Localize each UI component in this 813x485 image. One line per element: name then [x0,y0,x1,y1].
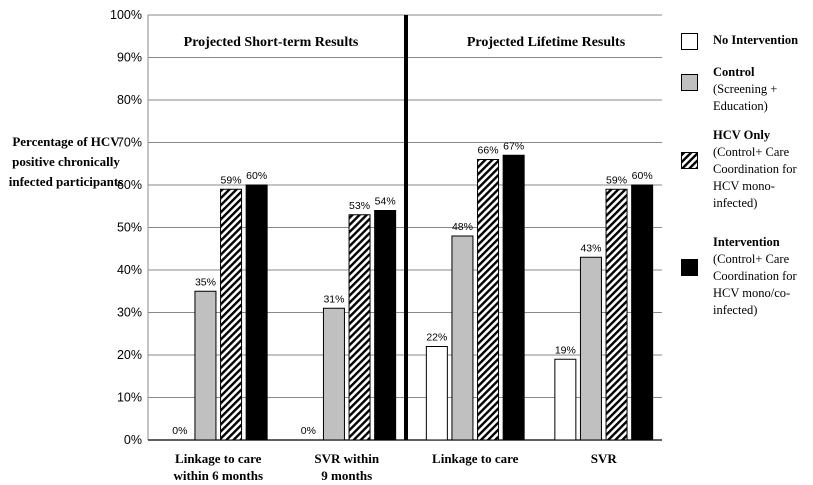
category-label: 9 months [321,468,372,483]
bars [194,154,654,441]
panel-title: Projected Lifetime Results [467,35,626,50]
y-tick-label: 30% [117,306,142,320]
legend-desc-intervention: (Control+ Care Coordination for HCV mono… [713,252,797,317]
data-labels: 0% 35% 59% 60% 0% 31% 53% 54% 22% 48% 66% 67% 19% 43%… [172,140,652,437]
y-tick-label: 90% [117,51,142,65]
data-label: 67% [503,140,524,152]
bar-hcv-only-2 [348,214,371,441]
legend-label-intervention: Intervention [713,235,780,249]
y-tick-label: 100% [110,8,142,22]
legend-label-control: Control [713,65,755,79]
bar-hcv-only-1 [220,188,243,441]
y-axis-label: Percentage of HCV positive chronically i… [8,134,124,189]
bar-control-3 [451,235,474,441]
y-tick-label: 50% [117,221,142,235]
category-label: Linkage to care [175,451,262,466]
data-label: 60% [632,170,653,182]
data-label: 48% [452,221,473,233]
data-label: 59% [606,174,627,186]
bar-control-4 [579,256,602,441]
y-tick-label: 40% [117,263,142,277]
data-label: 19% [555,344,576,356]
y-tick-label: 10% [117,391,142,405]
legend-desc-hcv-only: (Control+ Care Coordination for HCV mono… [713,145,797,210]
bar-hcv-only-3 [477,159,500,441]
category-label: Linkage to care [432,451,519,466]
y-tick-label: 60% [117,178,142,192]
legend-swatch-control [681,74,698,91]
data-label: 59% [221,174,242,186]
bar-control-1 [194,290,217,441]
category-label: SVR [591,451,618,466]
panel-title: Projected Short-term Results [184,35,359,50]
data-label: 35% [195,276,216,288]
legend-label-hcv-only: HCV Only [713,128,771,142]
data-label: 60% [246,170,267,182]
data-label: 54% [375,196,396,208]
y-axis-ticks: 0% 10% 20% 30% 40% 50% 60% 70% 80% 90% 100% [110,8,142,447]
data-label: 43% [580,242,601,254]
y-tick-label: 0% [124,433,142,447]
category-label: within 6 months [173,468,263,483]
data-label: 0% [172,425,187,437]
category-label: SVR within [314,451,379,466]
bar-intervention-2 [374,210,397,441]
y-tick-label: 70% [117,136,142,150]
data-label: 53% [349,200,370,212]
data-label: 66% [478,145,499,157]
legend-swatch-hcv-only [681,152,698,169]
bar-intervention-3 [502,154,525,441]
legend-swatch-no-intervention [681,33,698,50]
bar-no-intervention-4 [554,358,577,441]
category-labels: Linkage to care within 6 months SVR within… [173,451,617,483]
bar-intervention-4 [631,184,654,441]
legend-label-no-intervention: No Intervention [713,33,799,47]
data-label: 0% [301,425,316,437]
bar-hcv-only-4 [605,188,628,441]
panel-titles: Projected Short-term Results Projected Li… [184,35,626,50]
bar-intervention-1 [245,184,268,441]
legend-desc-control: (Screening + Education) [713,82,778,113]
y-tick-label: 80% [117,93,142,107]
y-tick-label: 20% [117,348,142,362]
bar-no-intervention-3 [425,346,448,441]
bar-control-2 [322,307,345,441]
data-label: 22% [426,332,447,344]
data-label: 31% [323,293,344,305]
legend-swatch-intervention [681,259,698,276]
